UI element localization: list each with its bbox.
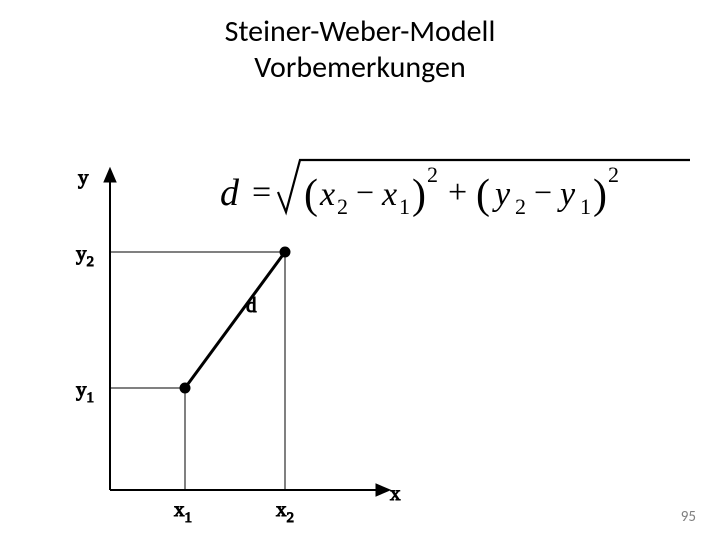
- rparen-1: ): [412, 172, 426, 218]
- segment-d: [185, 252, 285, 388]
- formula-y2: y: [492, 176, 511, 213]
- x-axis-arrow: [376, 484, 390, 496]
- y-axis-arrow: [104, 168, 116, 182]
- label-y1: y1: [76, 377, 94, 406]
- formula-exp1: 2: [427, 162, 438, 187]
- lparen-2: (: [476, 172, 490, 218]
- label-x1: x1: [174, 497, 192, 526]
- label-d: d: [246, 293, 257, 317]
- title-line-1: Steiner-Weber-Modell: [225, 13, 496, 50]
- formula-y2-sub: 2: [515, 194, 526, 219]
- formula-exp2: 2: [608, 162, 619, 187]
- formula-y1: y: [557, 176, 576, 213]
- label-y-axis: y: [78, 165, 89, 189]
- slide: Steiner-Weber-Modell Vorbemerkungen d = …: [0, 0, 720, 540]
- slide-title: Steiner-Weber-Modell Vorbemerkungen: [0, 14, 720, 86]
- title-line-2: Vorbemerkungen: [254, 49, 465, 86]
- rparen-2: ): [593, 172, 607, 218]
- point-p1: [180, 383, 190, 393]
- formula-y1-sub: 1: [580, 194, 591, 219]
- label-x-axis: x: [390, 481, 401, 505]
- label-y2: y2: [76, 241, 94, 270]
- label-x2: x2: [276, 497, 294, 526]
- coordinate-diagram: y x y2 y1 x1 x2 d: [70, 160, 410, 530]
- formula-minus2: −: [534, 174, 552, 210]
- formula-plus: +: [448, 174, 467, 211]
- point-p2: [280, 247, 290, 257]
- page-number: 95: [681, 508, 696, 526]
